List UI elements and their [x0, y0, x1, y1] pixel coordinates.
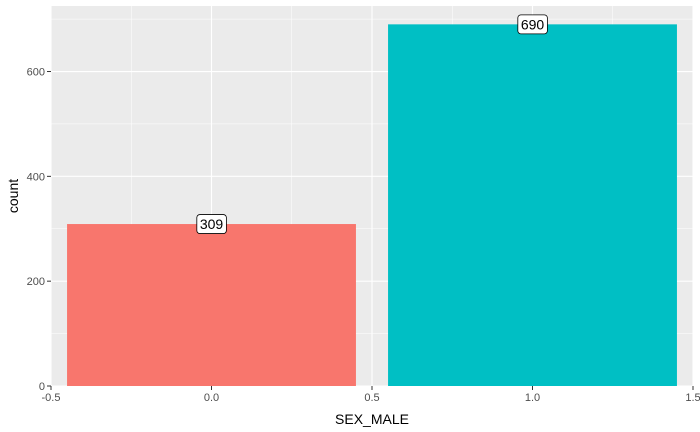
- x-tick-label: 0.5: [364, 392, 379, 404]
- bars-group: [67, 24, 677, 387]
- y-tick-label: 600: [27, 67, 45, 79]
- bar-label-1: 690: [521, 16, 545, 32]
- bar-label-box-1: [517, 14, 548, 35]
- x-tick-label: -0.5: [42, 392, 61, 404]
- bar-label-0: 309: [200, 216, 224, 232]
- bar-label-box-0: [196, 214, 227, 234]
- x-axis: -0.5 0.0 0.5 1.0 1.5: [42, 386, 700, 404]
- bar-1: [388, 24, 677, 387]
- y-tick-label: 400: [27, 171, 45, 183]
- y-tick-label: 200: [27, 276, 45, 288]
- x-tick-label: 1.5: [685, 392, 700, 404]
- x-axis-title: SEX_MALE: [335, 411, 409, 427]
- y-axis-title: count: [5, 179, 21, 213]
- data-labels-group: 309 690: [196, 14, 548, 234]
- x-tick-label: 0.0: [204, 392, 219, 404]
- bar-0: [67, 224, 356, 386]
- y-tick-label: 0: [39, 381, 45, 393]
- y-axis: 0 200 400 600: [27, 67, 51, 393]
- x-tick-label: 1.0: [525, 392, 540, 404]
